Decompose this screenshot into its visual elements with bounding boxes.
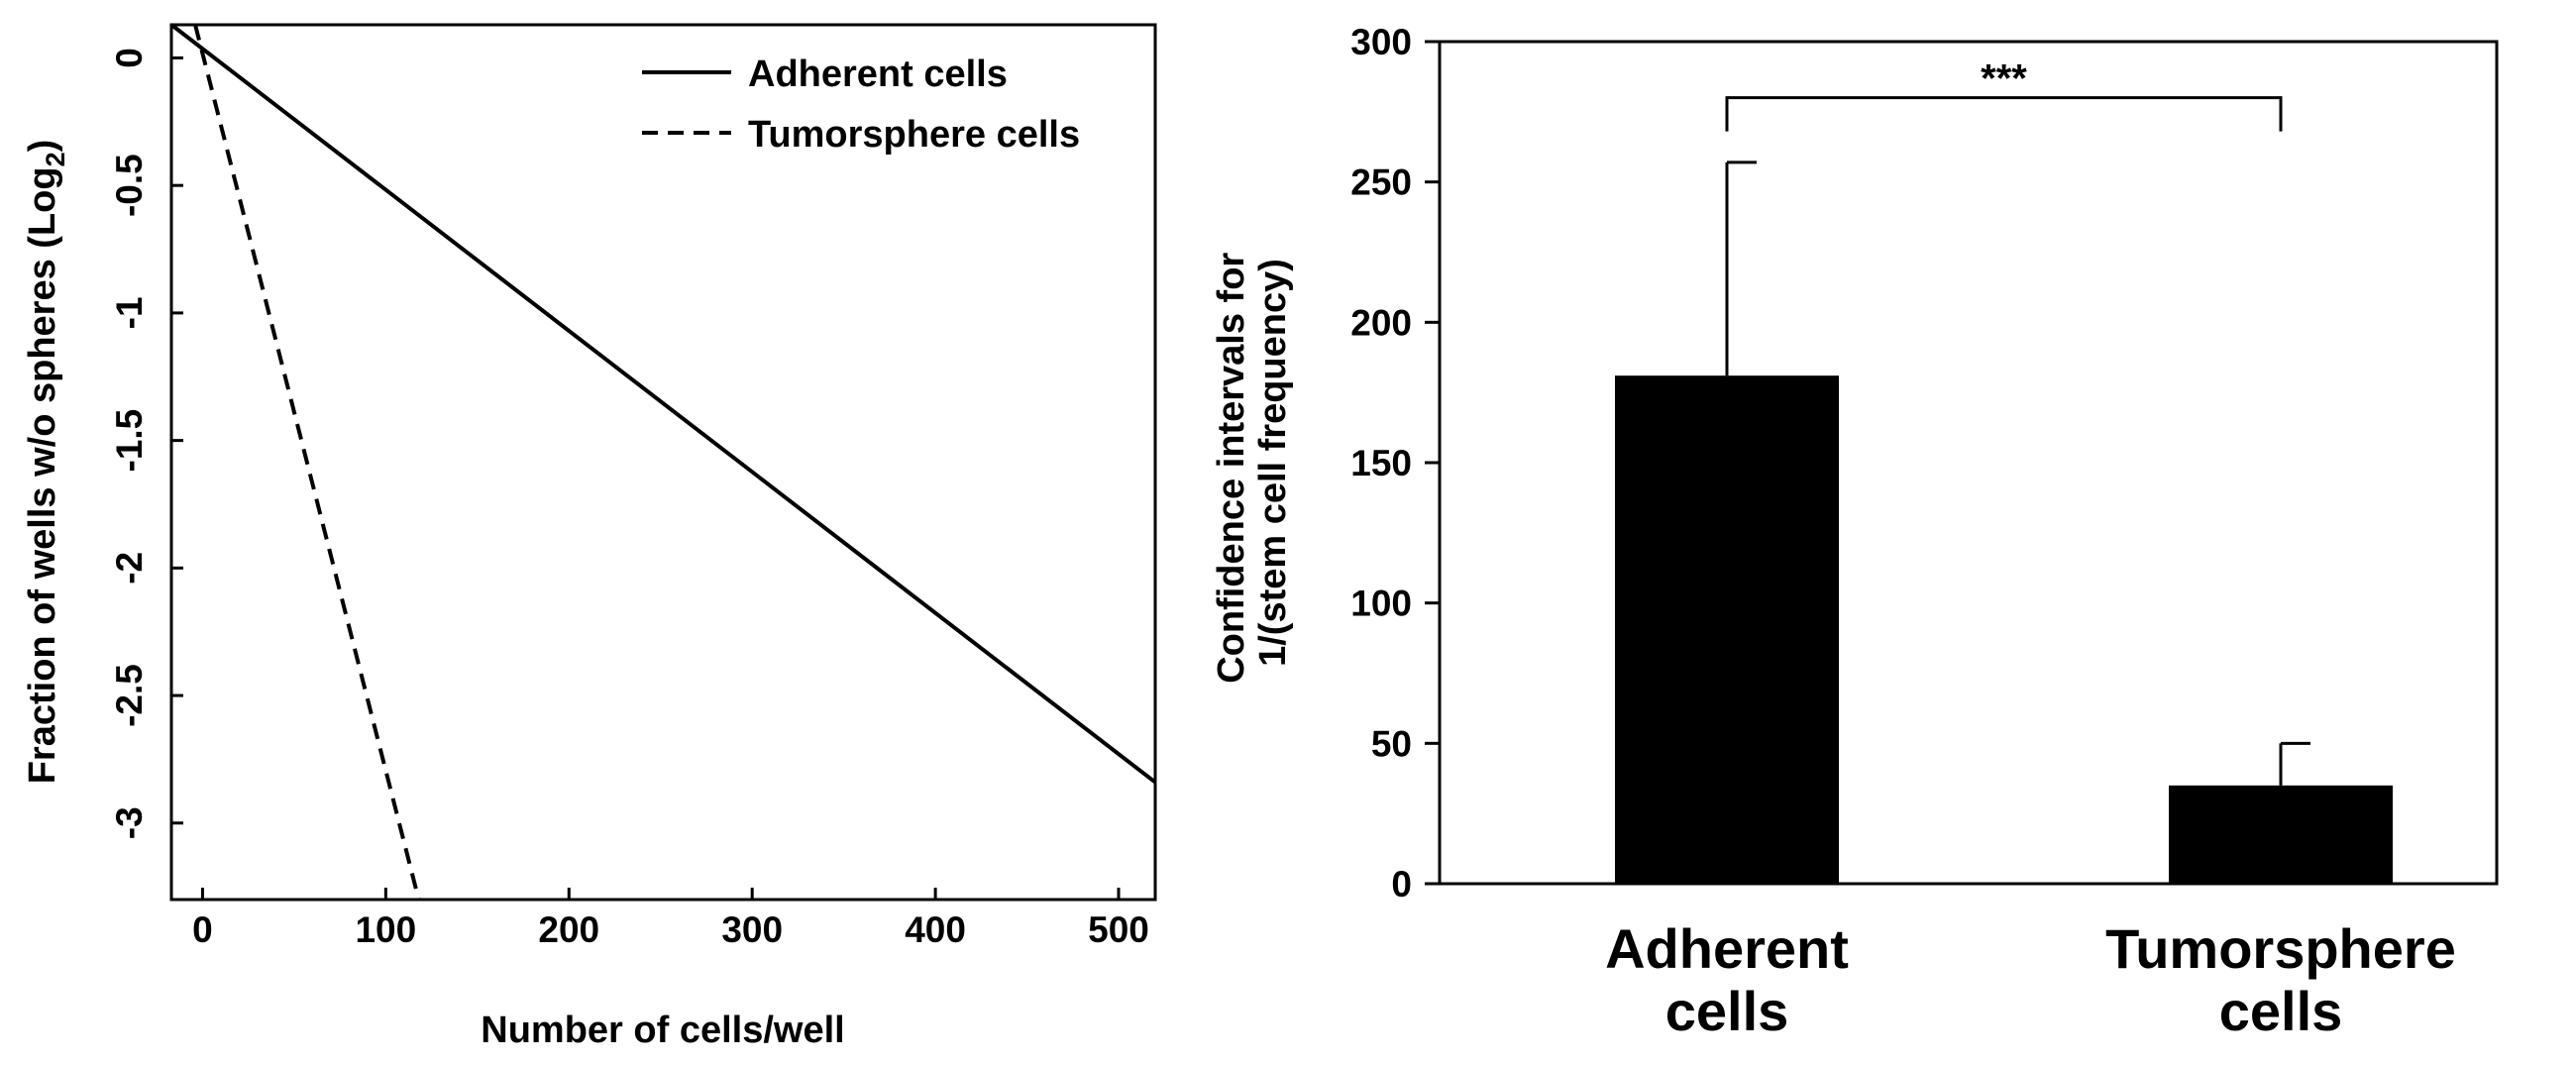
line-chart-y-axis-title: Fraction of wells w/o spheres (Log2) — [22, 140, 70, 785]
category-label-line2: cells — [2219, 980, 2343, 1042]
line-chart-frame — [169, 23, 1157, 902]
y-tick-label: -2 — [109, 552, 150, 585]
bar-chart-y-axis-title-line1: Confidence intervals for — [1211, 253, 1252, 684]
bar-y-tick-label: 200 — [1350, 302, 1412, 343]
y-axis-title-subscript: 2 — [41, 152, 70, 166]
y-tick-label: -2.5 — [109, 664, 150, 727]
significance-label: *** — [1981, 57, 2027, 101]
y-tick-label: -1.5 — [109, 409, 150, 473]
bar-y-tick-label: 100 — [1350, 584, 1412, 624]
y-axis-title-main: Fraction of wells w/o spheres (Log — [22, 166, 63, 784]
line-chart: 0 100 200 300 400 500 0 -0.5 -1 -1.5 -2 -2.5 -3 Numb… — [22, 23, 1157, 1051]
bar-chart-y-axis-title: Confidence intervals for 1/(stem cell fr… — [1211, 242, 1294, 684]
legend: Adherent cells Tumorsphere cells — [642, 53, 1080, 156]
line-chart-axes: 0 100 200 300 400 500 0 -0.5 -1 -1.5 -2 -2.5 -3 — [109, 48, 1149, 950]
series-line-tumorsphere — [193, 24, 421, 901]
x-tick-label: 400 — [905, 909, 966, 950]
bar-y-tick-label: 50 — [1371, 723, 1412, 764]
y-tick-label: 0 — [109, 48, 150, 68]
bar-y-tick-label: 150 — [1350, 443, 1412, 483]
x-tick-label: 100 — [355, 909, 416, 950]
x-tick-label: 300 — [721, 909, 783, 950]
bar-chart-bars — [1615, 160, 2393, 885]
bar-chart-y-axis-title-line2: 1/(stem cell frequency) — [1252, 259, 1294, 667]
legend-label-adherent: Adherent cells — [748, 53, 1008, 95]
significance-bracket: *** — [1725, 57, 2283, 132]
legend-label-tumorsphere: Tumorsphere cells — [748, 114, 1080, 156]
category-label-line2: cells — [1665, 980, 1789, 1042]
y-tick-label: -3 — [109, 806, 150, 839]
bar-chart-axes: 0 50 100 150 200 250 300 — [1350, 22, 1440, 905]
significance-bracket-line — [1725, 96, 2283, 132]
line-chart-x-axis-title: Number of cells/well — [481, 1010, 844, 1051]
y-axis-title-close: ) — [22, 140, 63, 153]
bar-adherent — [1615, 375, 1839, 885]
line-chart-series — [169, 23, 1157, 901]
category-label-line1: Adherent — [1605, 917, 1849, 980]
y-tick-label: -1 — [109, 296, 150, 329]
bar-y-tick-label: 0 — [1391, 864, 1412, 905]
x-tick-label: 500 — [1088, 909, 1149, 950]
bar-y-tick-label: 300 — [1350, 22, 1412, 62]
bar-y-tick-label: 250 — [1350, 162, 1412, 203]
bar-tumorsphere — [2169, 785, 2393, 884]
category-label-line1: Tumorsphere — [2105, 917, 2456, 980]
series-line-adherent — [169, 23, 1157, 785]
x-tick-label: 0 — [192, 909, 213, 950]
x-tick-label: 200 — [538, 909, 599, 950]
bar-chart-frame — [1438, 40, 2499, 886]
y-tick-label: -0.5 — [109, 154, 150, 217]
